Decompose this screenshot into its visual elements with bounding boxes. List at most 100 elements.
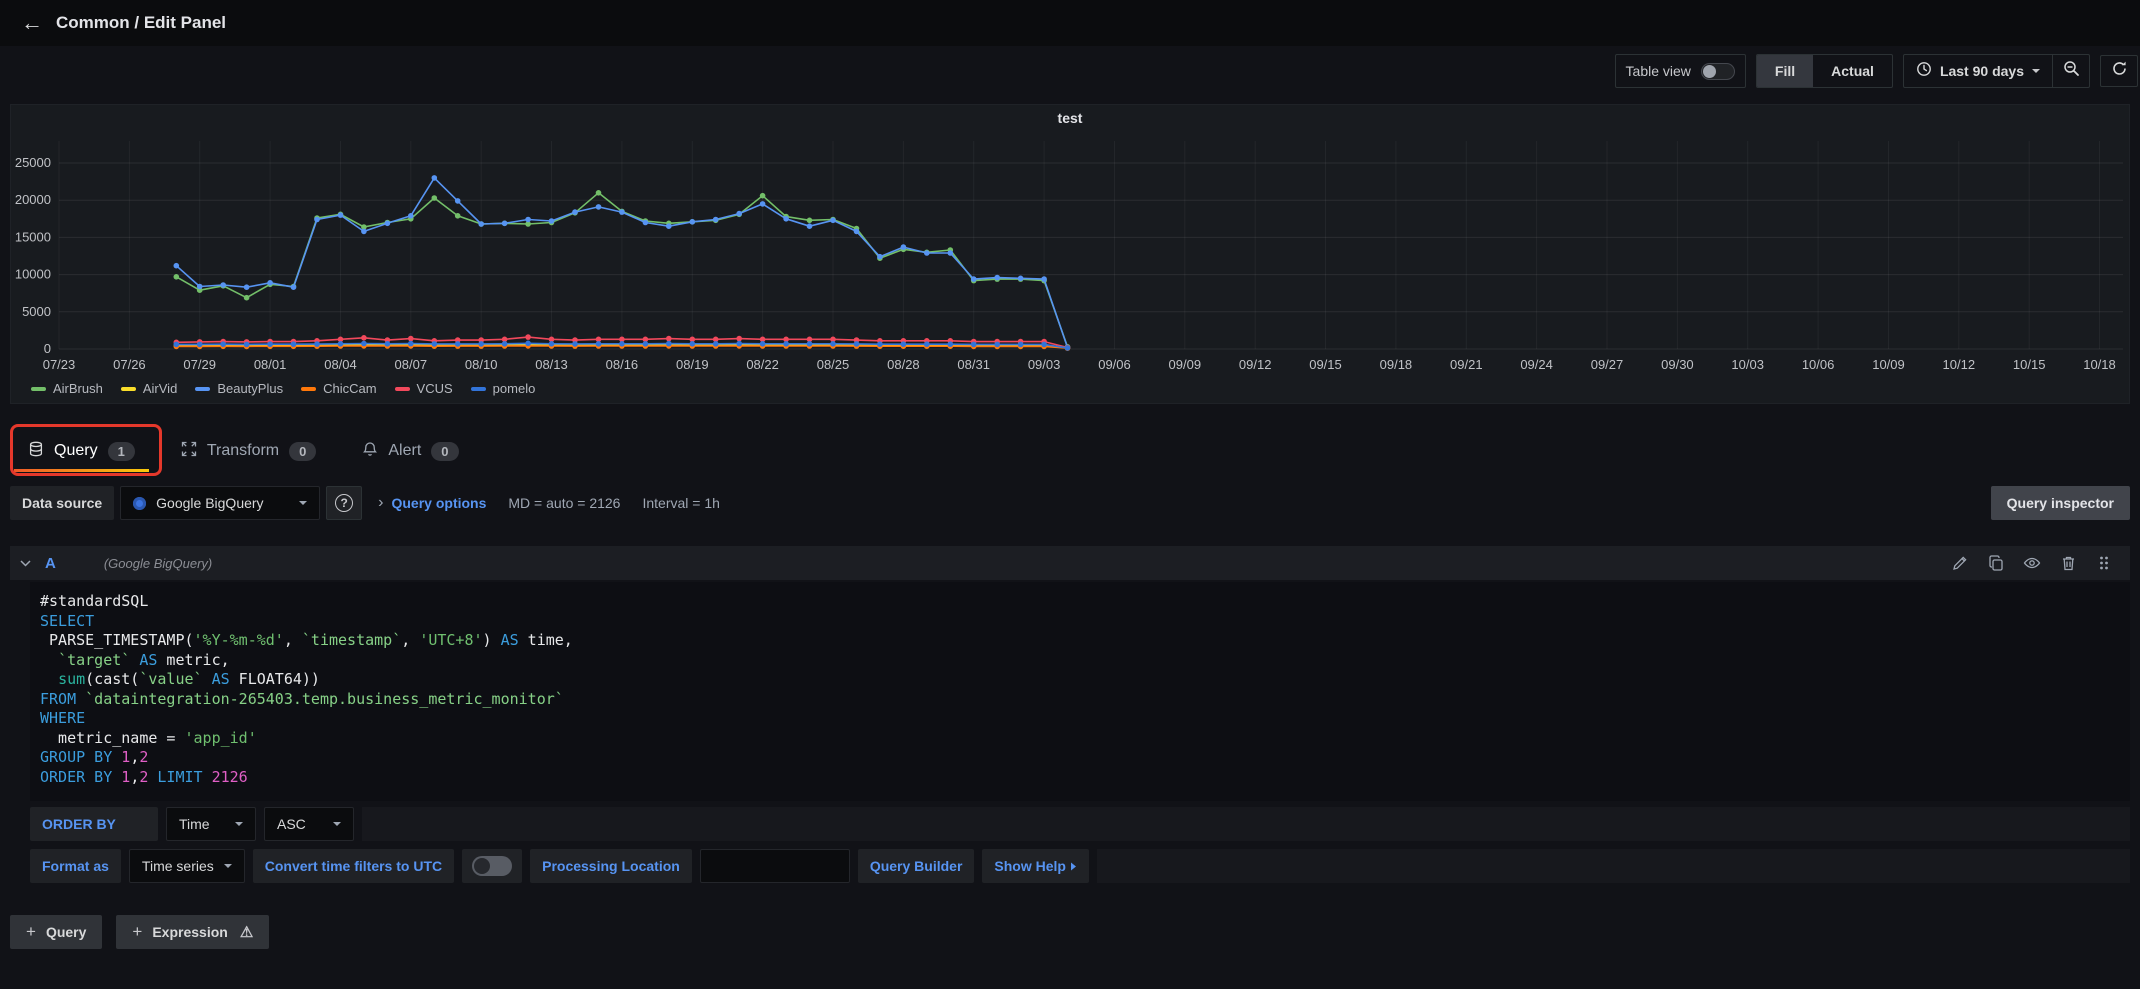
- datasource-row: Data source Google BigQuery ? › Query op…: [10, 486, 2130, 520]
- add-query-label: Query: [45, 924, 87, 940]
- query-datasource-name: (Google BigQuery): [103, 555, 213, 571]
- svg-text:09/18: 09/18: [1380, 357, 1413, 372]
- duplicate-copy-icon[interactable]: [1986, 553, 2006, 573]
- database-icon: [28, 441, 44, 462]
- chart-legend: AirBrush AirVid BeautyPlus ChicCam VCUS pomel…: [11, 379, 2129, 396]
- tab-alert-count-badge: 0: [431, 441, 459, 461]
- query-editor-card: A (Google BigQuery) #standardSQL SELECT P…: [10, 546, 2130, 883]
- table-view-toggle[interactable]: [1700, 62, 1735, 80]
- convert-utc-label: Convert time filters to UTC: [252, 849, 455, 883]
- datasource-help-button[interactable]: ?: [326, 486, 363, 520]
- format-as-select[interactable]: Time series: [128, 849, 245, 883]
- svg-text:5000: 5000: [22, 304, 51, 319]
- chevron-down-icon: [2032, 69, 2040, 73]
- legend-series-label: ChicCam: [323, 381, 377, 396]
- svg-text:15000: 15000: [15, 229, 51, 244]
- legend-color-swatch: [394, 386, 410, 391]
- chevron-down-icon: [333, 822, 341, 826]
- panel-toolbar: Table view Fill Actual Last 90 days: [0, 46, 2140, 96]
- divider: [2052, 55, 2053, 87]
- datasource-select[interactable]: Google BigQuery: [120, 486, 321, 520]
- query-inspector-button[interactable]: Query inspector: [1990, 486, 2130, 520]
- panel-title: test: [1057, 110, 1083, 126]
- back-arrow-icon[interactable]: ←: [14, 5, 50, 41]
- svg-text:10/03: 10/03: [1731, 357, 1764, 372]
- svg-text:09/27: 09/27: [1591, 357, 1624, 372]
- time-range-picker[interactable]: Last 90 days: [1904, 55, 2052, 87]
- table-view-label: Table view: [1625, 63, 1691, 79]
- convert-utc-toggle[interactable]: [472, 856, 513, 876]
- chevron-down-icon: [235, 822, 243, 826]
- show-help-link[interactable]: Show Help: [982, 849, 1089, 883]
- svg-text:25000: 25000: [15, 155, 51, 170]
- processing-location-label: Processing Location: [530, 849, 692, 883]
- query-row-header[interactable]: A (Google BigQuery): [10, 546, 2130, 580]
- edit-pencil-icon[interactable]: [1950, 553, 1970, 573]
- tab-alert[interactable]: Alert 0: [346, 430, 474, 472]
- svg-text:08/13: 08/13: [535, 357, 568, 372]
- svg-text:07/29: 07/29: [183, 357, 216, 372]
- max-datapoints-text: MD = auto = 2126: [508, 495, 621, 511]
- svg-text:09/15: 09/15: [1309, 357, 1342, 372]
- triangle-right-icon: [1070, 862, 1077, 871]
- order-by-label: ORDER BY: [30, 807, 158, 841]
- legend-series-label: BeautyPlus: [217, 381, 284, 396]
- tab-query[interactable]: Query 1: [12, 430, 151, 472]
- plus-icon: +: [26, 922, 36, 941]
- legend-item[interactable]: pomelo: [470, 381, 536, 396]
- legend-item[interactable]: BeautyPlus: [195, 381, 283, 396]
- refresh-button[interactable]: [2100, 55, 2138, 87]
- eye-visibility-icon[interactable]: [2022, 553, 2042, 573]
- legend-series-label: AirBrush: [53, 381, 103, 396]
- row-filler: [1096, 849, 2130, 883]
- fill-actual-group: Fill Actual: [1755, 54, 1893, 88]
- help-icon: ?: [335, 494, 354, 512]
- chart-panel: test 07/23 07/26 07/29 08/01 08/04 08/07 08/10…: [10, 104, 2130, 404]
- bigquery-datasource-icon: [133, 496, 147, 510]
- trash-delete-icon[interactable]: [2058, 553, 2078, 573]
- datasource-selected-value: Google BigQuery: [156, 495, 264, 511]
- order-by-field-select[interactable]: Time: [166, 807, 256, 841]
- time-range-group: Last 90 days: [1902, 54, 2090, 88]
- actual-button[interactable]: Actual: [1813, 55, 1892, 87]
- legend-item[interactable]: ChicCam: [301, 381, 377, 396]
- svg-text:10/09: 10/09: [1872, 357, 1905, 372]
- svg-text:09/03: 09/03: [1028, 357, 1061, 372]
- add-query-button[interactable]: + Query: [10, 915, 103, 949]
- page-title: Common / Edit Panel: [56, 13, 227, 32]
- query-options-link[interactable]: Query options: [391, 495, 487, 511]
- svg-text:08/22: 08/22: [746, 357, 779, 372]
- format-row: Format as Time series Convert time filte…: [30, 849, 2130, 883]
- legend-color-swatch: [470, 386, 486, 391]
- drag-handle-icon[interactable]: [2094, 553, 2114, 573]
- format-as-label: Format as: [30, 849, 121, 883]
- legend-series-label: AirVid: [142, 381, 178, 396]
- legend-item[interactable]: VCUS: [394, 381, 453, 396]
- fill-button[interactable]: Fill: [1756, 55, 1814, 87]
- query-builder-link[interactable]: Query Builder: [857, 849, 975, 883]
- chevron-right-icon[interactable]: ›: [378, 494, 384, 511]
- warning-triangle-icon: ⚠: [239, 924, 254, 941]
- editor-tabs: Query 1 Transform 0 Alert 0: [10, 424, 2140, 476]
- time-series-chart[interactable]: 07/23 07/26 07/29 08/01 08/04 08/07 08/10 08/13…: [11, 131, 2129, 379]
- collapse-chevron-icon[interactable]: [20, 559, 31, 567]
- svg-text:10/15: 10/15: [2013, 357, 2046, 372]
- legend-series-label: pomelo: [492, 381, 536, 396]
- zoom-out-button[interactable]: [2053, 55, 2089, 87]
- tab-transform[interactable]: Transform 0: [165, 430, 333, 472]
- add-expression-button[interactable]: + Expression ⚠: [116, 915, 270, 949]
- order-by-direction-select[interactable]: ASC: [264, 807, 354, 841]
- svg-text:10000: 10000: [15, 267, 51, 282]
- legend-item[interactable]: AirBrush: [31, 381, 103, 396]
- svg-text:09/24: 09/24: [1520, 357, 1553, 372]
- sql-query-editor[interactable]: #standardSQL SELECT PARSE_TIMESTAMP('%Y-%…: [30, 582, 2130, 801]
- tab-transform-label: Transform: [206, 442, 280, 459]
- processing-location-input[interactable]: [699, 849, 850, 883]
- svg-text:09/12: 09/12: [1239, 357, 1272, 372]
- svg-text:09/21: 09/21: [1450, 357, 1483, 372]
- legend-item[interactable]: AirVid: [120, 381, 178, 396]
- svg-text:10/12: 10/12: [1943, 357, 1976, 372]
- clock-icon: [1916, 61, 1932, 82]
- svg-text:08/28: 08/28: [887, 357, 920, 372]
- transform-icon: [181, 441, 197, 462]
